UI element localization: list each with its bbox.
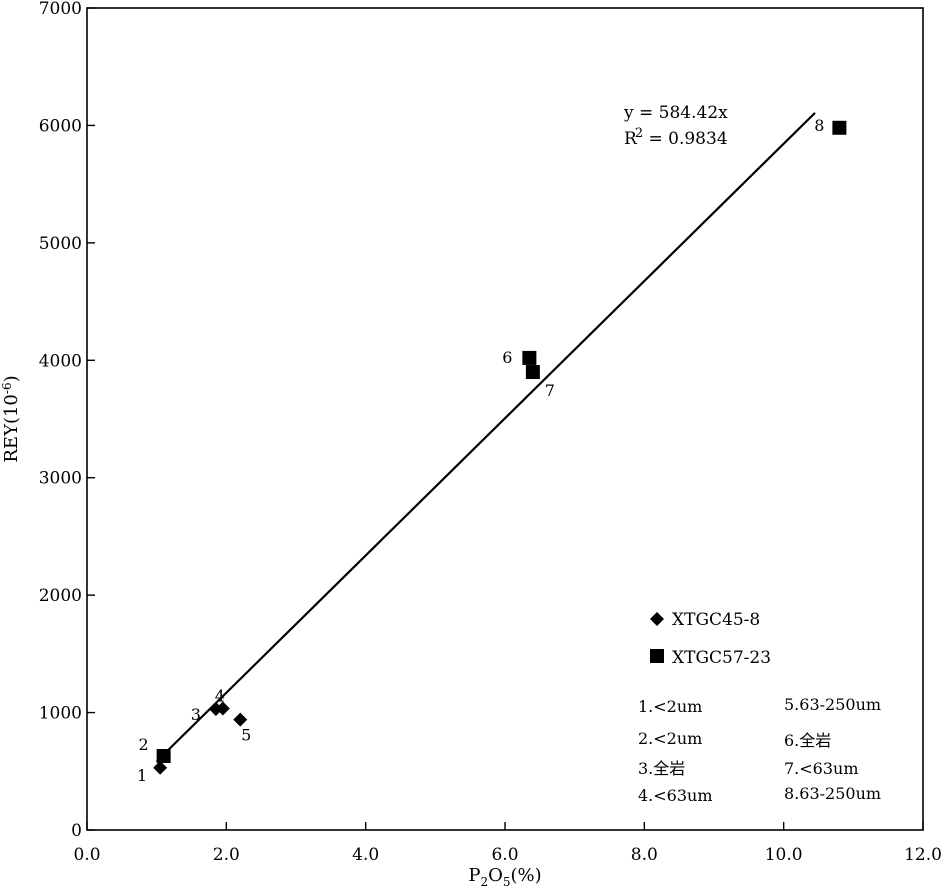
y-tick-label: 6000 [39, 116, 82, 136]
x-axis-title-o: O [488, 865, 503, 886]
x-tick-label: 0.0 [73, 845, 100, 865]
y-tick-label: 1000 [39, 704, 82, 724]
y-tick-label: 3000 [39, 469, 82, 489]
x-axis-title: P2O5(%) [468, 865, 541, 888]
point-labels: 1 34 5 2 6 7 8 [137, 116, 824, 785]
note-5: 5.63-250um [784, 695, 881, 714]
point-square [156, 749, 171, 764]
x-axis-title-sub-5: 5 [503, 875, 511, 888]
x-tick-label: 4.0 [352, 845, 379, 865]
note-1: 1.<2um [638, 697, 702, 716]
note-6: 6.全岩 [784, 731, 831, 750]
point-label: 6 [502, 348, 512, 367]
point-diamond [233, 712, 248, 727]
y-axis-ticks: 0 1000 2000 3000 4000 5000 6000 7000 [39, 0, 95, 841]
equation-line-2: R2 = 0.9834 [624, 126, 728, 149]
legend: XTGC45-8 XTGC57-23 [650, 610, 771, 668]
point-label: 3 [191, 705, 201, 724]
x-axis-ticks: 0.0 2.0 4.0 6.0 8.0 10.0 12.0 [73, 822, 942, 865]
point-label: 4 [215, 686, 225, 705]
point-square [832, 120, 847, 135]
point-label: 5 [241, 726, 251, 745]
r-symbol: R [624, 129, 638, 149]
y-axis-title-sup: -6 [0, 382, 14, 394]
regression-equation: y = 584.42x R2 = 0.9834 [623, 103, 728, 149]
y-axis-title-close: ) [1, 375, 22, 382]
legend-marker-square [650, 649, 664, 663]
y-tick-label: 5000 [39, 234, 82, 254]
equation-line-1: y = 584.42x [623, 103, 728, 123]
point-label: 8 [814, 116, 824, 135]
x-axis-title-p: P [468, 865, 480, 886]
y-tick-label: 7000 [39, 0, 82, 19]
note-7: 7.<63um [784, 759, 859, 778]
x-tick-label: 6.0 [491, 845, 518, 865]
y-axis-title: REY(10-6) [0, 375, 22, 462]
point-label: 1 [137, 766, 147, 785]
point-label: 7 [545, 381, 555, 400]
point-square [525, 365, 540, 380]
regression-line [155, 112, 816, 763]
y-tick-label: 2000 [39, 586, 82, 606]
y-tick-label: 4000 [39, 351, 82, 371]
y-tick-label: 0 [71, 821, 82, 841]
note-2: 2.<2um [638, 729, 702, 748]
note-8: 8.63-250um [784, 784, 881, 803]
y-axis-title-main: REY(10 [1, 394, 22, 463]
x-axis-title-unit: (%) [511, 865, 542, 886]
x-axis-title-sub-2: 2 [480, 875, 488, 888]
regression-line-group [155, 112, 816, 763]
x-tick-label: 2.0 [213, 845, 240, 865]
x-tick-label: 10.0 [765, 845, 803, 865]
r-squared-superscript: 2 [635, 126, 643, 141]
point-diamond [215, 701, 230, 716]
legend-marker-diamond [650, 612, 664, 626]
data-points [153, 120, 847, 775]
r-squared-value: = 0.9834 [643, 129, 728, 149]
point-square [522, 350, 537, 365]
sample-notes: 1.<2um 5.63-250um 2.<2um 6.全岩 3.全岩 7.<63… [638, 695, 881, 805]
note-4: 4.<63um [638, 786, 713, 805]
x-tick-label: 8.0 [631, 845, 658, 865]
x-tick-label: 12.0 [904, 845, 942, 865]
legend-label-xtgc45-8: XTGC45-8 [672, 610, 760, 630]
point-diamond [153, 760, 168, 775]
note-3: 3.全岩 [638, 759, 685, 778]
point-label: 2 [139, 735, 149, 754]
legend-label-xtgc57-23: XTGC57-23 [672, 648, 771, 668]
